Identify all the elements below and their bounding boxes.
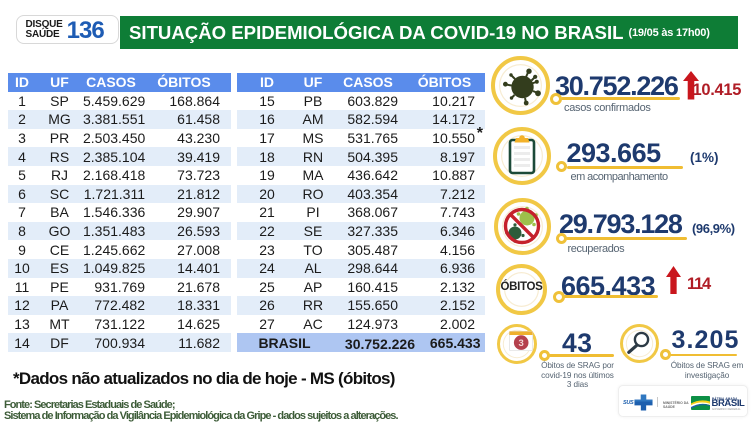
svg-text:3: 3 [518,338,523,349]
